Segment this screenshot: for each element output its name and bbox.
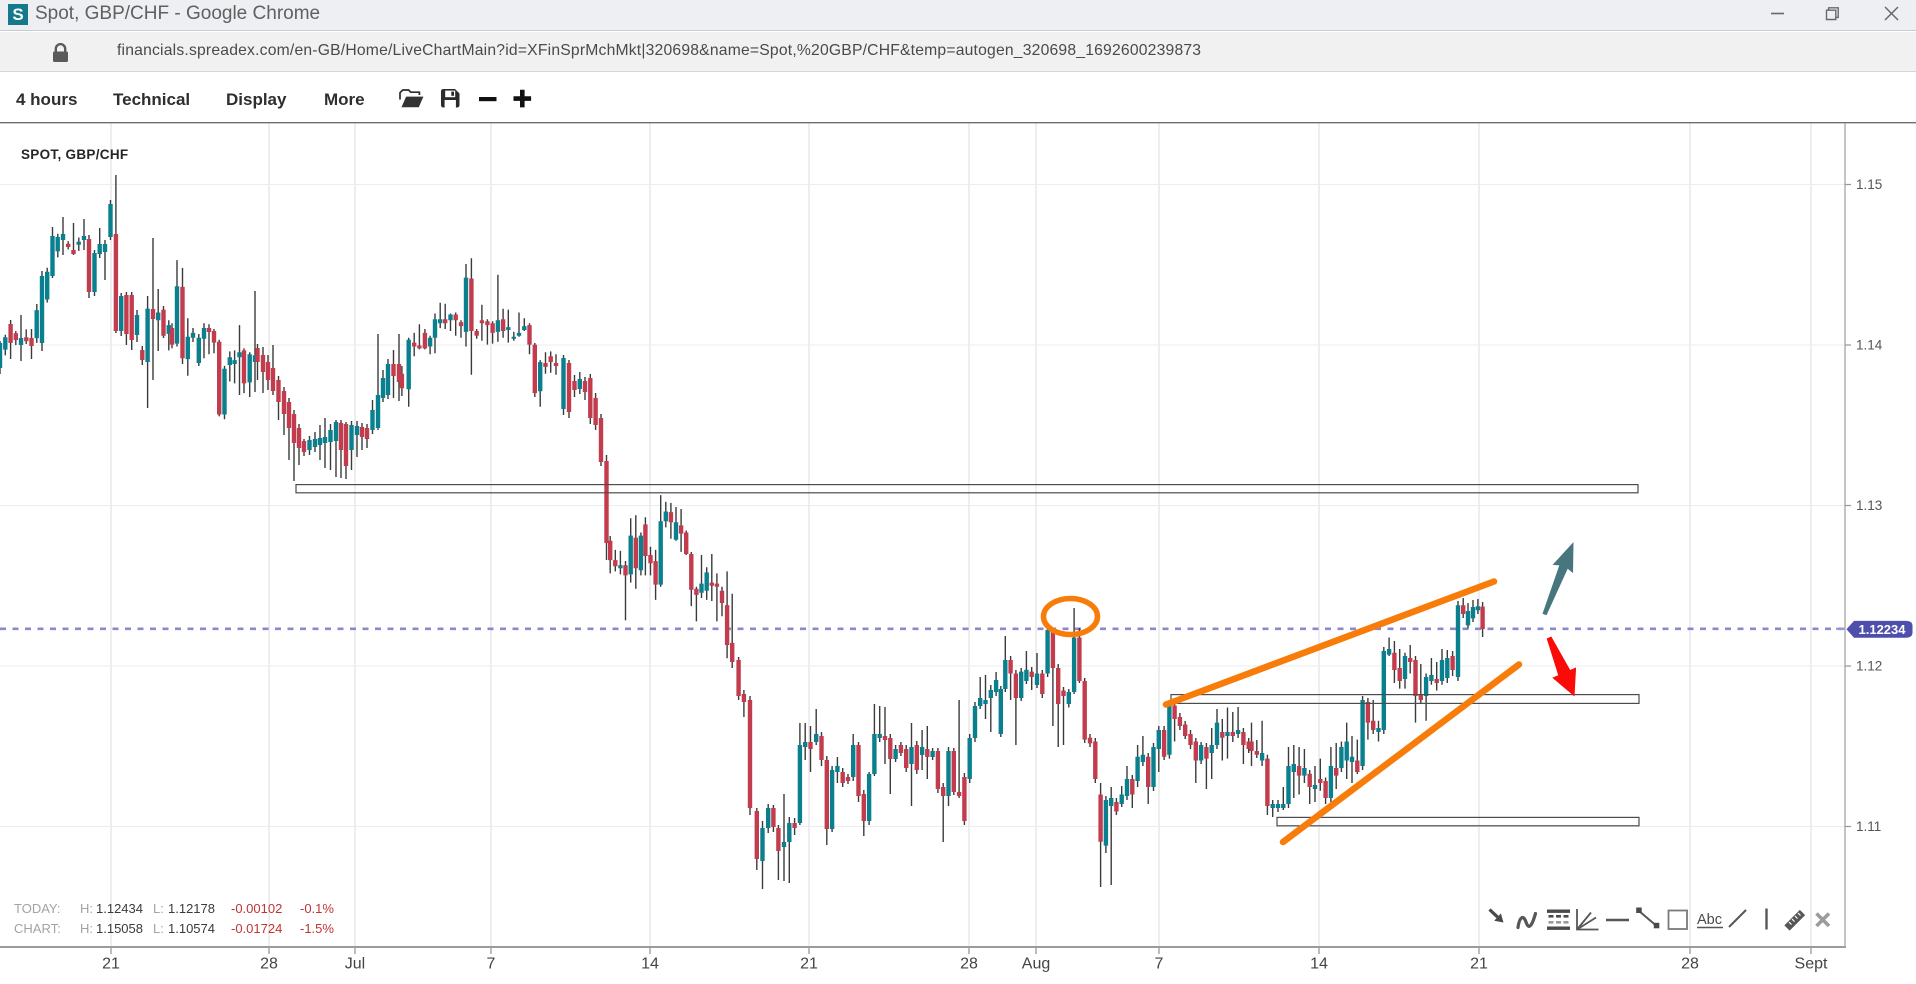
svg-text:1.12434: 1.12434 <box>96 901 143 916</box>
svg-text:1.10574: 1.10574 <box>168 921 215 936</box>
svg-text:CHART:: CHART: <box>14 921 61 936</box>
svg-text:1.12234: 1.12234 <box>1859 622 1907 637</box>
svg-text:21: 21 <box>800 956 818 973</box>
svg-text:H:: H: <box>80 921 93 936</box>
svg-text:28: 28 <box>260 956 278 973</box>
svg-text:7: 7 <box>487 956 496 973</box>
svg-text:14: 14 <box>1310 956 1328 973</box>
svg-text:L:: L: <box>153 921 164 936</box>
svg-text:1.15: 1.15 <box>1856 177 1882 192</box>
svg-text:SPOT, GBP/CHF: SPOT, GBP/CHF <box>21 147 128 162</box>
svg-text:28: 28 <box>1681 956 1699 973</box>
svg-text:L:: L: <box>153 901 164 916</box>
svg-text:21: 21 <box>102 956 120 973</box>
svg-text:1.15058: 1.15058 <box>96 921 143 936</box>
svg-text:Sept: Sept <box>1795 956 1828 973</box>
svg-text:Abc: Abc <box>1697 912 1722 928</box>
svg-text:Jul: Jul <box>345 956 365 973</box>
svg-text:7: 7 <box>1155 956 1164 973</box>
svg-text:28: 28 <box>960 956 978 973</box>
svg-text:Aug: Aug <box>1022 956 1050 973</box>
svg-text:TODAY:: TODAY: <box>14 901 60 916</box>
svg-text:1.12: 1.12 <box>1856 659 1882 674</box>
svg-text:-1.5%: -1.5% <box>300 921 334 936</box>
svg-text:1.11: 1.11 <box>1856 819 1881 834</box>
svg-text:-0.01724: -0.01724 <box>231 921 282 936</box>
svg-text:-0.1%: -0.1% <box>300 901 334 916</box>
svg-text:1.13: 1.13 <box>1856 498 1882 513</box>
svg-text:14: 14 <box>641 956 659 973</box>
svg-text:-0.00102: -0.00102 <box>231 901 282 916</box>
svg-text:1.14: 1.14 <box>1856 338 1883 353</box>
svg-text:1.12178: 1.12178 <box>168 901 215 916</box>
svg-text:21: 21 <box>1470 956 1488 973</box>
svg-text:H:: H: <box>80 901 93 916</box>
